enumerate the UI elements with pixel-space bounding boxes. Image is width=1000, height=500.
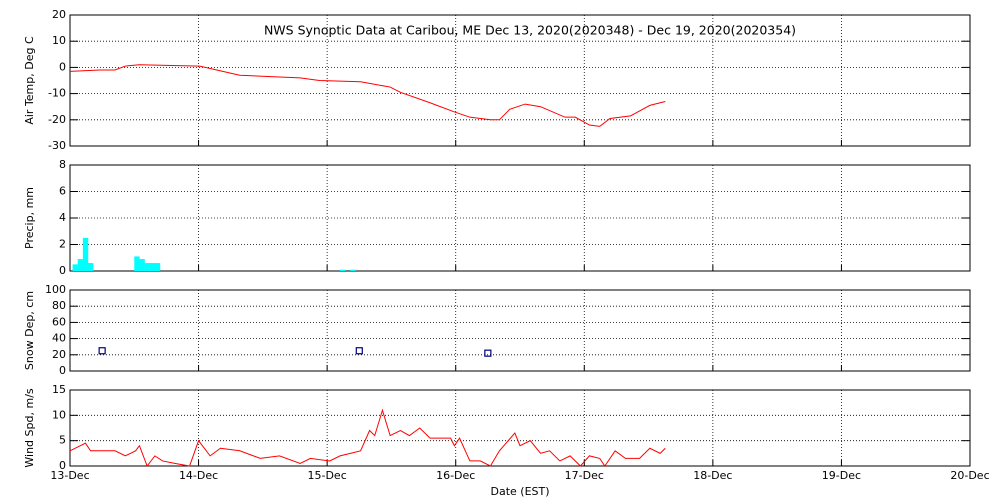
x-tick-label: 17-Dec (565, 469, 604, 482)
plot-frame (69, 289, 971, 372)
y-tick-label: 15 (52, 383, 66, 396)
x-tick-label: 18-Dec (693, 469, 732, 482)
x-tick-label: 14-Dec (179, 469, 218, 482)
plot-frame (69, 389, 971, 467)
bar (134, 256, 140, 271)
y-tick-label: 40 (52, 332, 66, 345)
y-axis-label: Snow Dep, cm (23, 291, 36, 370)
y-tick-label: 0 (59, 264, 66, 277)
y-axis-label: Air Temp, Deg C (23, 36, 36, 125)
y-tick-label: 0 (59, 459, 66, 472)
y-tick-label: -30 (48, 139, 66, 152)
y-tick-label: 10 (52, 408, 66, 421)
y-tick-label: 10 (52, 34, 66, 47)
y-tick-label: 6 (59, 185, 66, 198)
y-tick-label: 0 (59, 364, 66, 377)
chart-title: NWS Synoptic Data at Caribou, ME Dec 13,… (264, 23, 796, 38)
y-tick-label: 20 (52, 348, 66, 361)
y-tick-label: 0 (59, 60, 66, 73)
y-tick-label: 8 (59, 158, 66, 171)
y-tick-label: 60 (52, 315, 66, 328)
y-tick-label: 100 (45, 283, 66, 296)
data-line (69, 408, 666, 468)
x-tick-label: 19-Dec (822, 469, 861, 482)
data-point (355, 347, 363, 355)
x-tick-label: 16-Dec (436, 469, 475, 482)
x-tick-label: 13-Dec (50, 469, 89, 482)
bar (88, 263, 94, 271)
y-tick-label: 4 (59, 211, 66, 224)
bar (77, 259, 84, 271)
data-point (484, 349, 492, 357)
y-axis-label: Precip, mm (23, 187, 36, 249)
x-axis-label: Date (EST) (490, 485, 549, 498)
data-point (98, 347, 106, 355)
bar (72, 264, 78, 271)
x-tick-label: 20-Dec (950, 469, 989, 482)
x-tick-label: 15-Dec (308, 469, 347, 482)
bar (144, 263, 150, 271)
y-tick-label: 80 (52, 299, 66, 312)
y-tick-label: -20 (48, 113, 66, 126)
bar (350, 269, 356, 271)
bar (149, 263, 156, 271)
y-axis-label: Wind Spd, m/s (23, 388, 36, 468)
y-tick-label: 5 (59, 434, 66, 447)
bar (82, 237, 89, 271)
data-line (69, 64, 666, 127)
y-tick-label: 20 (52, 8, 66, 21)
bar (154, 263, 161, 271)
y-tick-label: 2 (59, 238, 66, 251)
bar (340, 269, 346, 271)
bar (139, 259, 145, 271)
y-tick-label: -10 (48, 87, 66, 100)
